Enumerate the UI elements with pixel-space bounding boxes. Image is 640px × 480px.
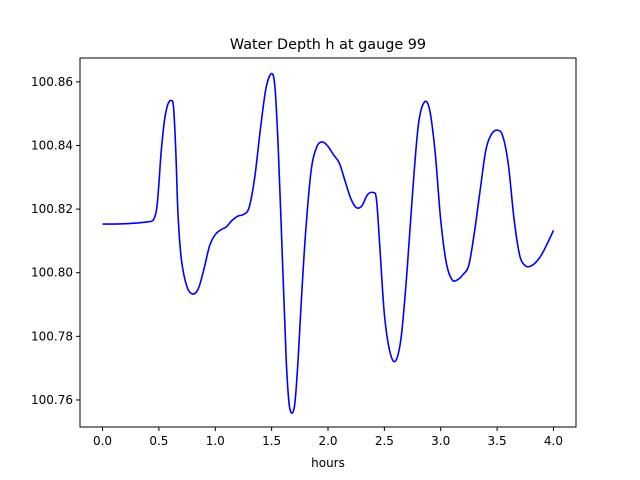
y-tick-label: 100.78 xyxy=(31,329,73,343)
x-tick-label: 0.0 xyxy=(93,434,112,448)
x-axis-label: hours xyxy=(311,456,345,470)
x-tick-label: 1.5 xyxy=(262,434,281,448)
x-tick-label: 1.0 xyxy=(206,434,225,448)
plot-area xyxy=(102,72,555,415)
y-tick-label: 100.86 xyxy=(31,75,73,89)
x-tick-label: 2.5 xyxy=(375,434,394,448)
axes-frame xyxy=(79,57,577,428)
series-line-0 xyxy=(102,72,555,415)
x-tick-label: 3.5 xyxy=(488,434,507,448)
chart-title: Water Depth h at gauge 99 xyxy=(230,37,426,53)
x-tick-label: 2.0 xyxy=(318,434,337,448)
y-tick-label: 100.76 xyxy=(31,393,73,407)
y-tick-label: 100.80 xyxy=(31,266,73,280)
y-tick-label: 100.82 xyxy=(31,202,73,216)
y-tick-label: 100.84 xyxy=(31,138,73,152)
axis-ticks: 0.0 0.5 1.0 1.5 2.0 2.5 3.0 3.5 4.0 100.76 100.78 1… xyxy=(31,75,563,448)
x-tick-label: 4.0 xyxy=(544,434,563,448)
x-tick-label: 0.5 xyxy=(149,434,168,448)
x-tick-label: 3.0 xyxy=(431,434,450,448)
